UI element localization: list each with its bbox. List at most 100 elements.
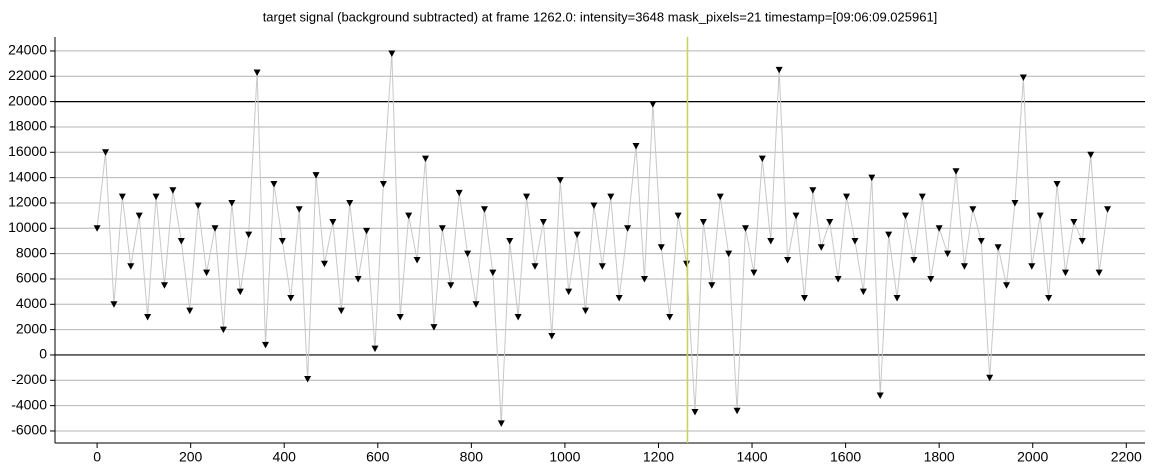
point-marker	[455, 189, 463, 197]
x-tick-label: 200	[179, 449, 203, 465]
point-marker	[186, 307, 194, 315]
y-tick-label: 24000	[8, 42, 47, 58]
point-marker	[219, 326, 227, 334]
point-marker	[901, 212, 909, 220]
point-marker	[480, 206, 488, 213]
x-tick-label: 1600	[830, 449, 861, 465]
point-marker	[615, 294, 623, 302]
x-tick-label: 400	[273, 449, 297, 465]
point-marker	[556, 177, 564, 184]
point-marker	[363, 227, 371, 235]
point-marker	[1104, 206, 1112, 213]
point-marker	[177, 237, 185, 245]
point-marker	[725, 250, 733, 258]
point-marker	[859, 288, 867, 296]
point-marker	[295, 206, 303, 213]
point-marker	[1053, 180, 1061, 188]
x-tick-label: 1800	[924, 449, 955, 465]
point-marker	[674, 212, 682, 220]
point-marker	[354, 275, 362, 283]
x-tick-label: 1200	[643, 449, 674, 465]
point-marker	[977, 237, 985, 245]
point-marker	[169, 187, 177, 194]
x-tick-label: 600	[366, 449, 390, 465]
point-marker	[666, 313, 674, 321]
point-marker	[741, 225, 749, 232]
point-marker	[590, 202, 598, 209]
point-marker	[194, 202, 202, 209]
point-marker	[270, 180, 278, 188]
y-tick-label: 2000	[16, 320, 47, 336]
point-marker	[826, 218, 834, 226]
point-marker	[548, 332, 556, 340]
point-marker	[1078, 237, 1086, 245]
point-marker	[523, 193, 531, 201]
point-marker	[893, 294, 901, 302]
point-marker	[716, 193, 724, 201]
point-marker	[624, 225, 632, 232]
point-marker	[691, 408, 699, 416]
point-marker	[539, 218, 547, 226]
x-tick-label: 2000	[1017, 449, 1048, 465]
point-marker	[253, 69, 261, 76]
point-marker	[464, 250, 472, 258]
point-marker	[388, 50, 396, 57]
point-marker	[118, 193, 126, 201]
point-marker	[396, 313, 404, 321]
point-marker	[236, 288, 244, 296]
point-marker	[1070, 218, 1078, 226]
point-marker	[497, 420, 505, 427]
point-marker	[102, 149, 110, 156]
x-tick-label: 800	[460, 449, 484, 465]
x-tick-label: 2200	[1111, 449, 1142, 465]
point-marker	[1095, 269, 1103, 277]
point-marker	[1036, 212, 1044, 220]
y-tick-label: 10000	[8, 219, 47, 235]
point-marker	[127, 263, 135, 270]
point-marker	[228, 199, 236, 207]
point-marker	[371, 345, 379, 353]
x-tick-label: 1400	[736, 449, 767, 465]
point-marker	[910, 256, 918, 264]
point-marker	[514, 313, 522, 321]
chart-title: target signal (background subtracted) at…	[263, 9, 938, 24]
point-marker	[969, 206, 977, 213]
point-marker	[211, 225, 219, 232]
point-marker	[1045, 294, 1053, 302]
point-marker	[581, 307, 589, 315]
y-tick-label: 0	[39, 346, 47, 362]
point-marker	[379, 180, 387, 188]
point-marker	[320, 260, 328, 268]
point-marker	[960, 263, 968, 270]
point-marker	[203, 269, 211, 277]
point-marker	[438, 225, 446, 232]
point-marker	[800, 294, 808, 302]
point-marker	[885, 231, 893, 239]
point-marker	[430, 324, 438, 331]
point-marker	[160, 282, 168, 289]
point-marker	[312, 172, 320, 179]
point-marker	[329, 218, 337, 226]
y-tick-label: 20000	[8, 92, 47, 108]
point-marker	[935, 225, 943, 232]
point-marker	[683, 260, 691, 268]
y-tick-label: 14000	[8, 168, 47, 184]
point-marker	[843, 193, 851, 201]
point-marker	[413, 256, 421, 264]
point-marker	[994, 244, 1002, 251]
y-tick-label: 12000	[8, 194, 47, 210]
y-tick-label: 6000	[16, 270, 47, 286]
point-marker	[952, 168, 960, 175]
point-marker	[506, 237, 514, 245]
point-marker	[422, 155, 430, 163]
point-marker	[918, 193, 926, 201]
point-marker	[708, 282, 716, 289]
point-marker	[834, 275, 842, 283]
point-marker	[447, 282, 455, 289]
point-marker	[657, 244, 665, 251]
point-marker	[1061, 269, 1069, 277]
point-marker	[489, 269, 497, 277]
x-tick-label: 1000	[549, 449, 580, 465]
